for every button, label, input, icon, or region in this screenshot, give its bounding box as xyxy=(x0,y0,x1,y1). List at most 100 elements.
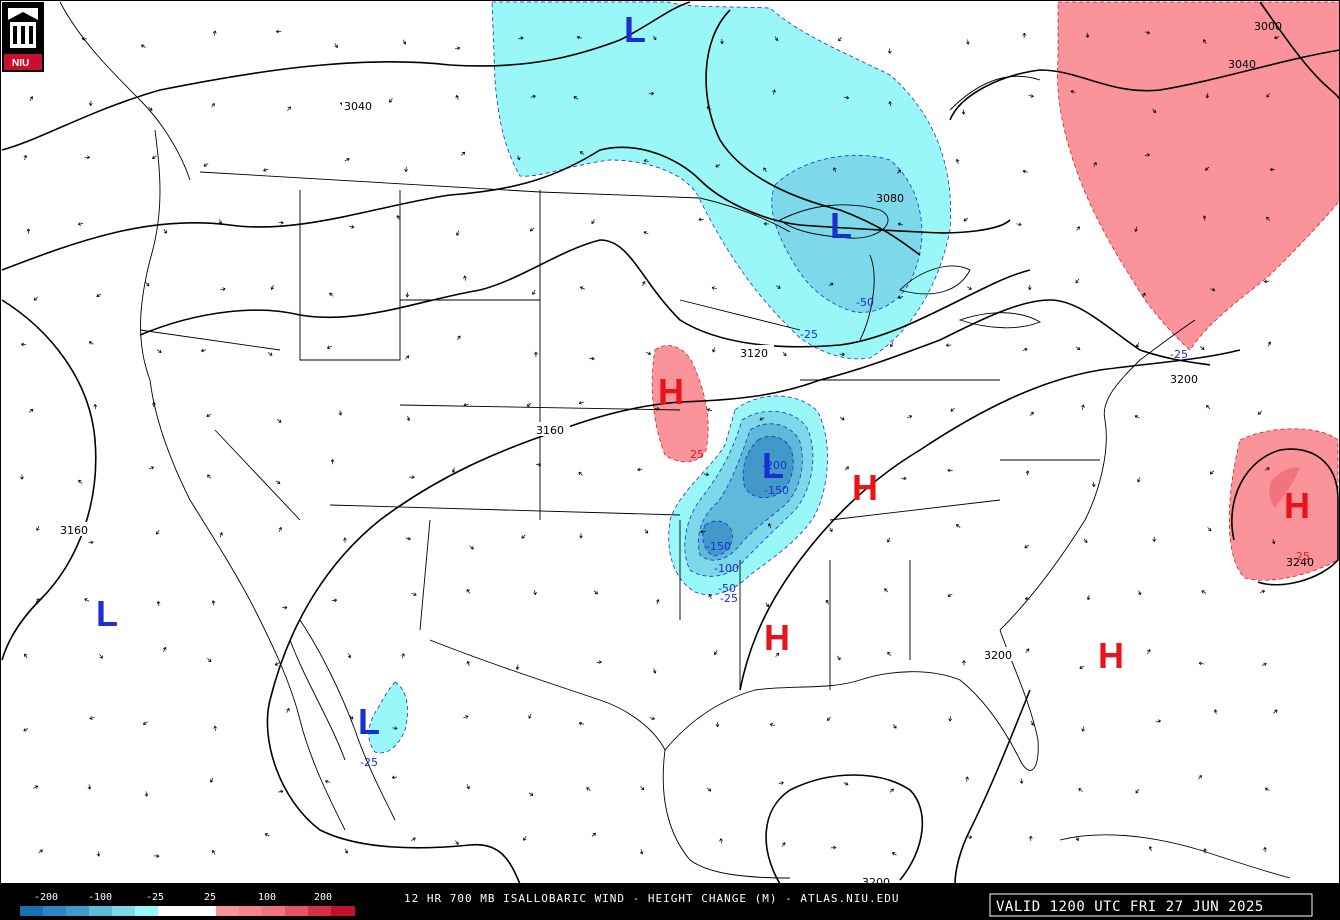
wind-arrow xyxy=(203,163,209,167)
wind-arrow xyxy=(1022,32,1027,39)
change-label: -150 xyxy=(764,484,789,497)
wind-arrow xyxy=(156,529,160,535)
wind-arrow xyxy=(1209,470,1215,475)
wind-arrow xyxy=(35,598,40,603)
wind-arrow xyxy=(88,540,94,545)
wind-arrow xyxy=(652,668,657,674)
wind-arrow xyxy=(945,343,952,348)
wind-arrow xyxy=(38,849,43,854)
wind-arrow xyxy=(344,157,350,162)
change-label: 25 xyxy=(1296,550,1310,563)
wind-arrow xyxy=(530,94,536,99)
wind-arrow xyxy=(829,527,833,532)
wind-arrow xyxy=(843,781,849,786)
wind-arrow xyxy=(782,351,787,357)
wind-arrow xyxy=(347,653,352,659)
wind-arrow xyxy=(698,217,704,222)
wind-arrow xyxy=(763,167,767,173)
wind-arrow xyxy=(77,222,84,226)
wind-arrow xyxy=(451,467,456,473)
wind-arrow xyxy=(213,725,217,731)
wind-arrow xyxy=(1271,538,1276,545)
wind-arrow xyxy=(637,467,643,472)
wind-arrow xyxy=(578,401,584,405)
wind-arrow xyxy=(887,537,891,543)
wind-arrow xyxy=(21,342,27,347)
wind-arrow xyxy=(706,106,712,110)
wind-arrow xyxy=(838,36,842,42)
contour-label: 3200 xyxy=(862,876,890,884)
wind-arrow xyxy=(839,417,845,421)
wind-arrow xyxy=(967,286,972,290)
wind-arrow xyxy=(460,151,466,156)
wind-arrow xyxy=(532,290,536,295)
wind-arrow xyxy=(1273,709,1278,714)
wind-arrow xyxy=(534,351,538,357)
wind-arrow xyxy=(1266,93,1271,98)
wind-arrow xyxy=(93,403,98,410)
wind-arrow xyxy=(1022,347,1028,352)
wind-arrow xyxy=(1142,292,1146,298)
wind-arrow xyxy=(287,106,291,111)
wind-arrow xyxy=(825,599,830,605)
wind-arrow xyxy=(644,529,649,534)
wind-arrow xyxy=(1264,467,1270,471)
wind-arrow xyxy=(1144,153,1150,157)
wind-arrow xyxy=(833,167,837,173)
wind-arrow xyxy=(1028,835,1033,841)
wind-arrow xyxy=(579,151,585,155)
wind-arrow xyxy=(950,407,955,412)
wind-arrow xyxy=(774,36,779,42)
wind-arrow xyxy=(212,850,216,855)
wind-arrow xyxy=(391,775,398,780)
wind-arrow xyxy=(154,854,160,858)
wind-arrow xyxy=(1261,662,1267,667)
wind-arrow xyxy=(947,468,953,473)
wind-arrow xyxy=(33,296,38,301)
valid-time: VALID 1200 UTC FRI 27 JUN 2025 xyxy=(996,899,1264,915)
wind-arrow xyxy=(144,791,149,797)
contour-label: 3160 xyxy=(60,524,88,537)
wind-arrow xyxy=(844,466,850,471)
wind-arrow xyxy=(896,169,902,174)
contour-label: 3080 xyxy=(876,192,904,205)
wind-arrow xyxy=(463,715,469,719)
scale-label: -25 xyxy=(146,892,164,903)
wind-arrow xyxy=(759,417,765,421)
contour-label: 3120 xyxy=(740,347,768,360)
wind-arrow xyxy=(156,600,161,607)
wind-arrow xyxy=(278,789,284,794)
wind-arrow xyxy=(889,788,894,793)
wind-arrow xyxy=(338,410,343,416)
wind-arrow xyxy=(772,89,776,95)
wind-arrow xyxy=(466,784,470,790)
wind-arrow xyxy=(528,713,532,719)
height-rise-core-atlantic xyxy=(1269,467,1300,508)
wind-arrow xyxy=(887,48,892,54)
wind-arrow xyxy=(643,159,649,163)
wind-arrow xyxy=(334,43,338,48)
wind-arrow xyxy=(596,660,602,665)
wind-arrow xyxy=(1213,709,1218,715)
wind-arrow xyxy=(1085,32,1090,38)
high-center: H xyxy=(1098,635,1124,676)
wind-arrow xyxy=(579,533,583,539)
wind-arrow xyxy=(457,335,461,341)
height-contour-labels: 3040 3080 3120 3160 3200 3240 3000 3040 … xyxy=(58,20,1314,884)
wind-arrow xyxy=(151,401,156,408)
wind-arrow xyxy=(142,721,148,725)
wind-arrow xyxy=(405,536,411,541)
wind-arrow xyxy=(1079,665,1085,669)
wind-arrow xyxy=(965,776,969,782)
wind-arrow xyxy=(84,155,90,160)
wind-arrow xyxy=(141,44,146,48)
wind-arrow xyxy=(207,474,212,479)
height-fall-area-baja xyxy=(368,681,408,754)
scale-label: 200 xyxy=(314,892,332,903)
wind-arrow xyxy=(962,660,966,666)
contour-label: 3160 xyxy=(536,424,564,437)
wind-arrow xyxy=(706,408,713,412)
wind-arrow xyxy=(329,292,334,297)
wind-arrow xyxy=(837,655,841,661)
wind-arrow xyxy=(263,168,269,172)
